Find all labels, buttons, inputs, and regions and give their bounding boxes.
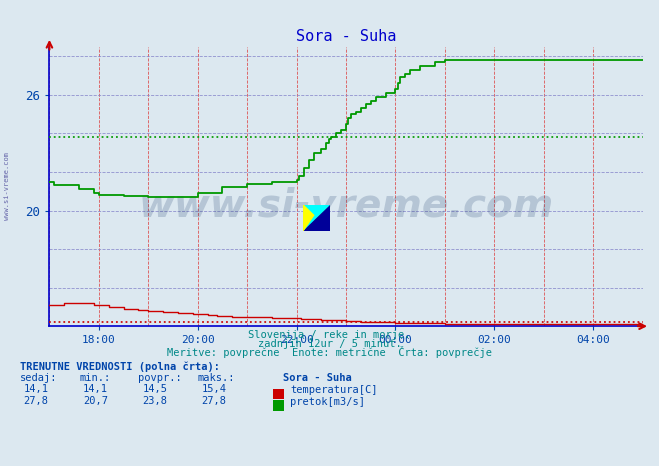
Text: 27,8: 27,8: [202, 396, 227, 406]
Text: Slovenija / reke in morje.: Slovenija / reke in morje.: [248, 330, 411, 340]
Text: www.si-vreme.com: www.si-vreme.com: [138, 187, 554, 225]
Text: povpr.:: povpr.:: [138, 373, 182, 383]
Text: Sora - Suha: Sora - Suha: [283, 373, 352, 383]
Polygon shape: [303, 205, 314, 231]
Text: sedaj:: sedaj:: [20, 373, 57, 383]
Text: maks.:: maks.:: [198, 373, 235, 383]
Text: 14,5: 14,5: [142, 384, 167, 394]
Title: Sora - Suha: Sora - Suha: [296, 29, 396, 44]
Text: 27,8: 27,8: [24, 396, 49, 406]
Polygon shape: [303, 205, 330, 231]
Text: 23,8: 23,8: [142, 396, 167, 406]
Text: 14,1: 14,1: [24, 384, 49, 394]
Text: 14,1: 14,1: [83, 384, 108, 394]
Text: TRENUTNE VREDNOSTI (polna črta):: TRENUTNE VREDNOSTI (polna črta):: [20, 362, 219, 372]
Text: Meritve: povprečne  Enote: metrične  Črta: povprečje: Meritve: povprečne Enote: metrične Črta:…: [167, 347, 492, 358]
Text: zadnjih 12ur / 5 minut.: zadnjih 12ur / 5 minut.: [258, 339, 401, 349]
Text: 15,4: 15,4: [202, 384, 227, 394]
Text: min.:: min.:: [79, 373, 110, 383]
Text: www.si-vreme.com: www.si-vreme.com: [3, 152, 10, 220]
Polygon shape: [303, 205, 330, 231]
Text: pretok[m3/s]: pretok[m3/s]: [290, 397, 365, 407]
Text: 20,7: 20,7: [83, 396, 108, 406]
Text: temperatura[C]: temperatura[C]: [290, 385, 378, 395]
